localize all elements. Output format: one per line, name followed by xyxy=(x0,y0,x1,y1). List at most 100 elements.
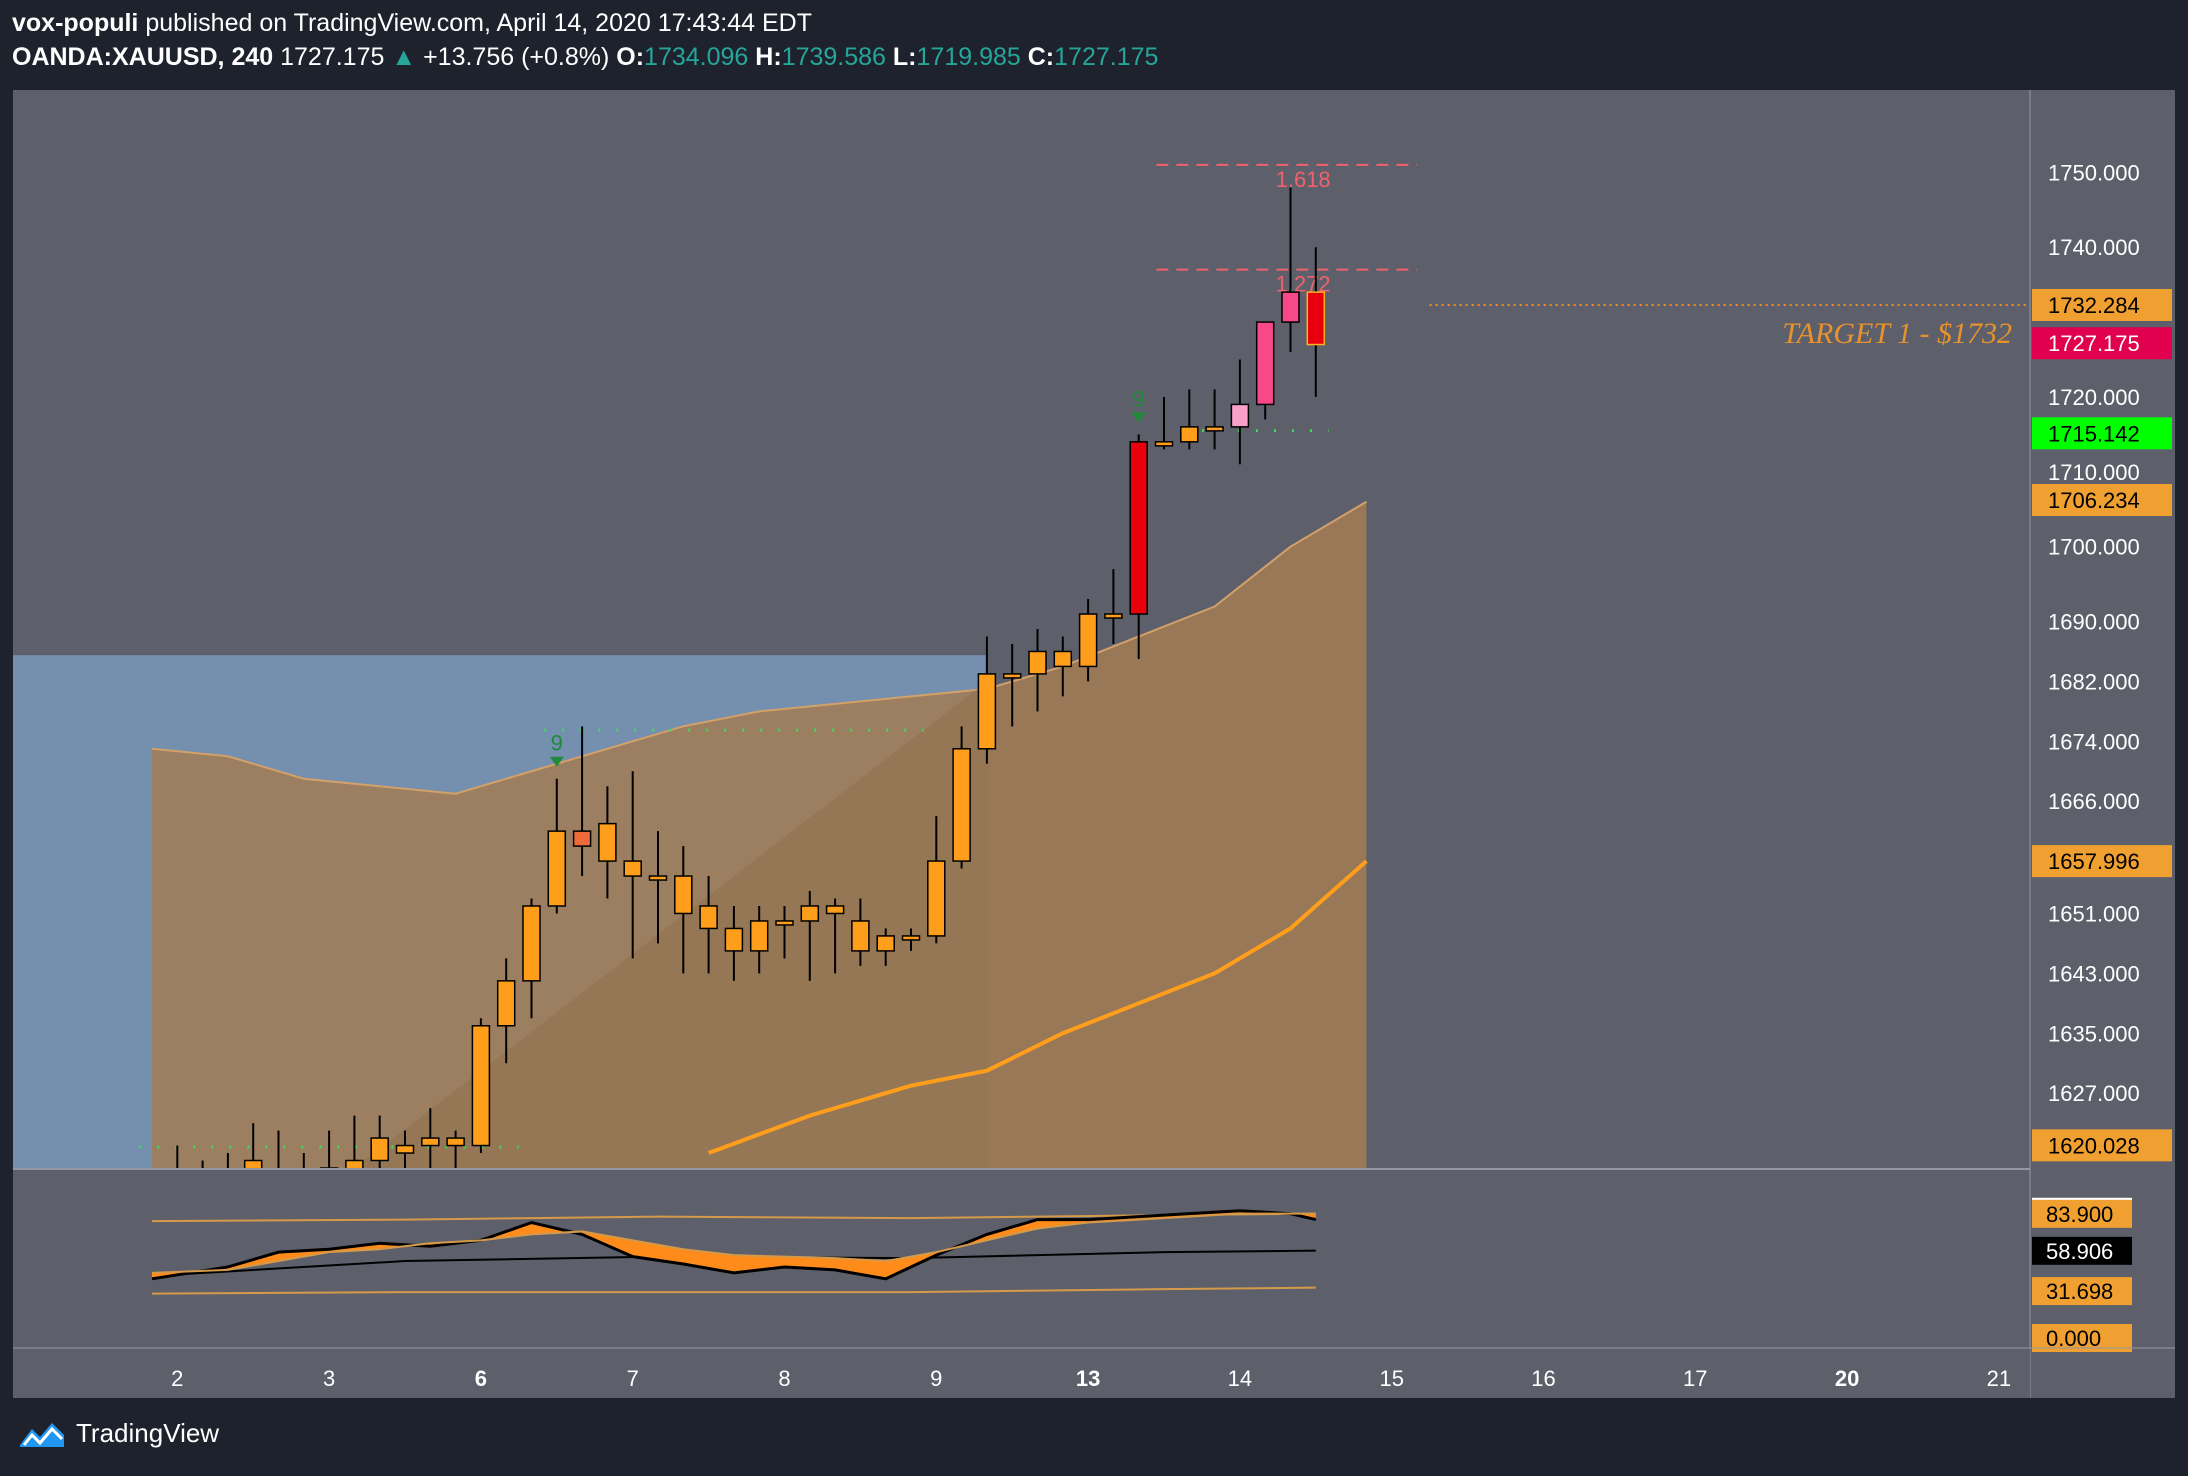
oscillator-pane[interactable] xyxy=(13,1170,2030,1348)
osc-pane-bg xyxy=(13,1170,2030,1348)
time-tick-label: 3 xyxy=(323,1366,335,1391)
price-tick-label: 1635.000 xyxy=(2048,1021,2140,1046)
candle-body[interactable] xyxy=(1129,441,1148,615)
candle-body[interactable] xyxy=(699,905,718,930)
time-axis[interactable]: 2 3 6 7 8 9 13 14 15 16 17 20 21 xyxy=(13,1347,2175,1398)
candle-body[interactable] xyxy=(775,920,794,926)
candle-body[interactable] xyxy=(421,1137,440,1147)
candle-body[interactable] xyxy=(674,875,693,915)
band-upper-line xyxy=(151,500,1367,795)
candle-body[interactable] xyxy=(927,860,946,937)
time-tick-label: 16 xyxy=(1531,1366,1555,1391)
publish-info: published on TradingView.com, April 14, … xyxy=(145,9,812,37)
candle-body[interactable] xyxy=(1255,321,1275,406)
candle-body[interactable] xyxy=(876,935,895,952)
osc-fast-line xyxy=(151,1209,1317,1281)
osc-label-text: 0.000 xyxy=(2046,1326,2101,1351)
candle-body[interactable] xyxy=(598,822,617,862)
price-label-text: 1620.028 xyxy=(2048,1133,2140,1158)
price-label-text: 1715.142 xyxy=(2048,421,2140,446)
price-tick-label: 1674.000 xyxy=(2048,729,2140,754)
candle-body[interactable] xyxy=(1281,291,1300,323)
last-price: 1727.175 xyxy=(280,43,385,71)
candle-body[interactable] xyxy=(901,935,921,941)
close-value: 1727.175 xyxy=(1054,43,1159,71)
td-signal-label: 9 xyxy=(1133,386,1145,411)
low-value: 1719.985 xyxy=(916,43,1021,71)
symbol-label: OANDA:XAUUSD, 240 xyxy=(12,43,274,71)
candle-body[interactable] xyxy=(1053,650,1073,668)
candle-body[interactable] xyxy=(1078,613,1098,668)
time-tick-label: 8 xyxy=(778,1366,790,1391)
target-label: TARGET 1 - $1732 xyxy=(1782,317,2012,350)
osc-label-tag xyxy=(2032,1236,2132,1265)
open-value: 1734.096 xyxy=(644,43,749,71)
candle-body[interactable] xyxy=(1028,650,1047,675)
close-label: C: xyxy=(1027,43,1055,71)
candle-body[interactable] xyxy=(522,905,541,982)
time-axis-bg xyxy=(13,1348,2030,1398)
td-signal-arrow-icon xyxy=(1131,412,1146,423)
candle-body[interactable] xyxy=(370,1137,389,1162)
candle-body[interactable] xyxy=(496,980,516,1027)
footer[interactable]: TradingView xyxy=(18,1418,219,1449)
price-label-tag xyxy=(2032,288,2172,321)
candle-body[interactable] xyxy=(572,830,592,847)
osc-label-tag xyxy=(2032,1277,2132,1306)
high-label: H: xyxy=(755,43,782,71)
candle-body[interactable] xyxy=(1230,403,1250,428)
candle-body[interactable] xyxy=(1306,291,1326,346)
candle-body[interactable] xyxy=(724,927,744,952)
price-tick-label: 1627.000 xyxy=(2048,1081,2140,1106)
candle-body[interactable] xyxy=(1205,426,1224,432)
time-tick-label: 9 xyxy=(930,1366,942,1391)
time-tick-label: 13 xyxy=(1076,1366,1100,1391)
price-label-tag xyxy=(2032,327,2172,360)
price-tick-label: 1651.000 xyxy=(2048,901,2140,926)
band-lower-line xyxy=(707,859,1368,1155)
price-tick-label: 1740.000 xyxy=(2048,235,2140,260)
time-tick-label: 20 xyxy=(1835,1366,1859,1391)
time-tick-label: 17 xyxy=(1683,1366,1707,1391)
time-tick-label: 6 xyxy=(475,1366,487,1391)
footer-brand[interactable]: TradingView xyxy=(76,1418,220,1448)
candle-body[interactable] xyxy=(977,673,997,750)
price-label-text: 1706.234 xyxy=(2048,488,2140,513)
chart-header: vox-populi published on TradingView.com,… xyxy=(12,6,1158,74)
candle-body[interactable] xyxy=(1180,426,1199,443)
publish-line: vox-populi published on TradingView.com,… xyxy=(12,6,1158,40)
candle-body[interactable] xyxy=(395,1144,415,1154)
candle-body[interactable] xyxy=(648,875,668,881)
candle-body[interactable] xyxy=(851,920,870,952)
price-axis[interactable]: 1750.000 1740.000 1720.000 1710.000 1700.000… xyxy=(2029,90,2175,1398)
price-label-text: 1657.996 xyxy=(2048,849,2140,874)
candle-body[interactable] xyxy=(243,1159,263,1206)
osc-slow-line xyxy=(151,1212,1316,1274)
osc-label-text: 83.900 xyxy=(2046,1202,2113,1227)
candle-body[interactable] xyxy=(825,905,845,915)
author-name[interactable]: vox-populi xyxy=(12,9,139,37)
price-label-tag xyxy=(2032,1129,2172,1162)
candle-body[interactable] xyxy=(623,860,642,877)
price-tick-label: 1710.000 xyxy=(2048,460,2140,485)
candle-body[interactable] xyxy=(345,1159,364,1176)
low-label: L: xyxy=(892,43,917,71)
price-label-text: 1732.284 xyxy=(2048,293,2140,318)
candle-body[interactable] xyxy=(800,905,820,922)
candle-body[interactable] xyxy=(952,748,971,862)
candle-body[interactable] xyxy=(446,1137,465,1147)
osc-fill xyxy=(152,1210,1316,1279)
candle-body[interactable] xyxy=(547,830,567,907)
candle-body[interactable] xyxy=(1104,613,1123,619)
time-tick-label: 14 xyxy=(1228,1366,1252,1391)
candle-body[interactable] xyxy=(1002,673,1022,679)
time-tick-label: 15 xyxy=(1379,1366,1403,1391)
candle-body[interactable] xyxy=(749,920,769,952)
trend-wedge xyxy=(354,681,987,1168)
candle-body[interactable] xyxy=(1154,441,1174,447)
candle-body[interactable] xyxy=(471,1025,491,1147)
price-tick-label: 1666.000 xyxy=(2048,789,2140,814)
